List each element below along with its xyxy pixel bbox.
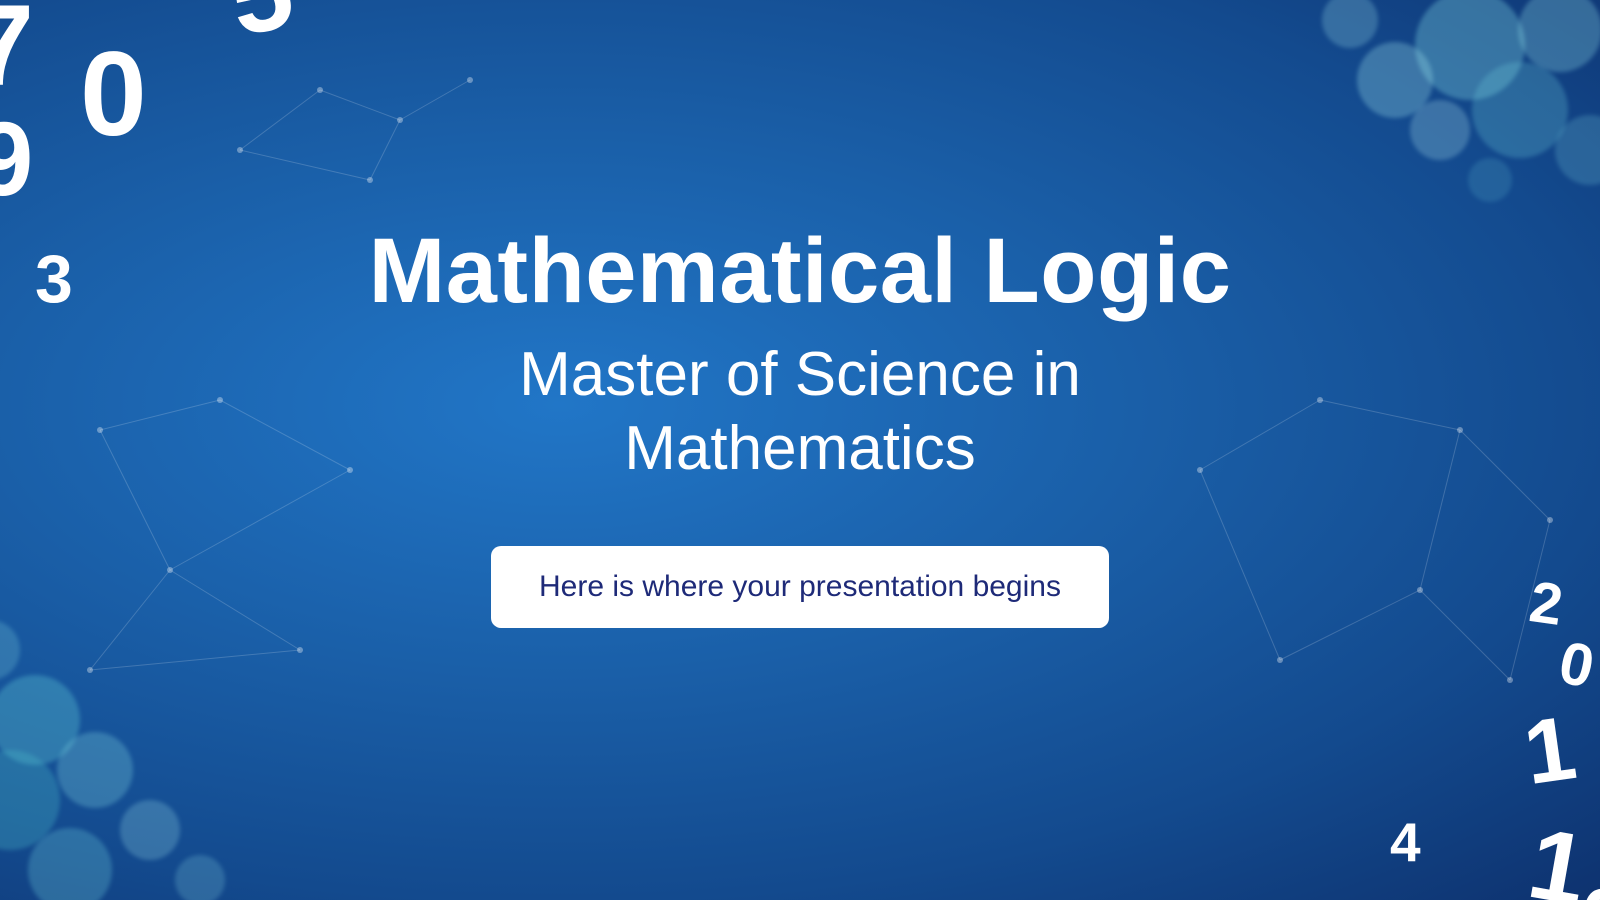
decorative-number: 1 <box>1518 697 1582 806</box>
bokeh-circle <box>1410 100 1470 160</box>
bokeh-circle <box>175 855 225 900</box>
bokeh-circle <box>57 732 133 808</box>
decorative-number: 9 <box>0 100 33 220</box>
slide-content: Mathematical Logic Master of Science in … <box>0 223 1600 628</box>
bokeh-circle <box>0 750 60 850</box>
caption-text: Here is where your presentation begins <box>539 570 1061 603</box>
bokeh-circle <box>120 800 180 860</box>
presentation-slide: 57093201410 Mathematical Logic Master of… <box>0 0 1600 900</box>
subtitle-line-1: Master of Science in <box>519 340 1081 409</box>
slide-title: Mathematical Logic <box>0 223 1600 320</box>
decorative-number: 4 <box>1390 810 1421 874</box>
caption-box: Here is where your presentation begins <box>491 546 1109 628</box>
bokeh-circle <box>1415 0 1525 100</box>
subtitle-line-2: Mathematics <box>624 414 975 483</box>
decorative-number: 7 <box>0 0 34 112</box>
bokeh-circle <box>1472 62 1568 158</box>
bokeh-circle <box>0 620 20 680</box>
slide-subtitle: Master of Science in Mathematics <box>0 338 1600 487</box>
bokeh-circle <box>28 828 112 900</box>
constellation-graphic <box>220 60 490 200</box>
decorative-number: 5 <box>217 0 303 62</box>
decorative-number: 0 <box>1580 870 1600 900</box>
decorative-number: 0 <box>80 25 147 163</box>
decorative-number: 0 <box>1553 627 1600 701</box>
bokeh-circle <box>1555 115 1600 185</box>
bokeh-circle <box>1468 158 1512 202</box>
bokeh-circle <box>1357 42 1433 118</box>
bokeh-circle <box>1322 0 1378 48</box>
bokeh-circle <box>1518 0 1600 72</box>
bokeh-circle <box>0 675 80 765</box>
